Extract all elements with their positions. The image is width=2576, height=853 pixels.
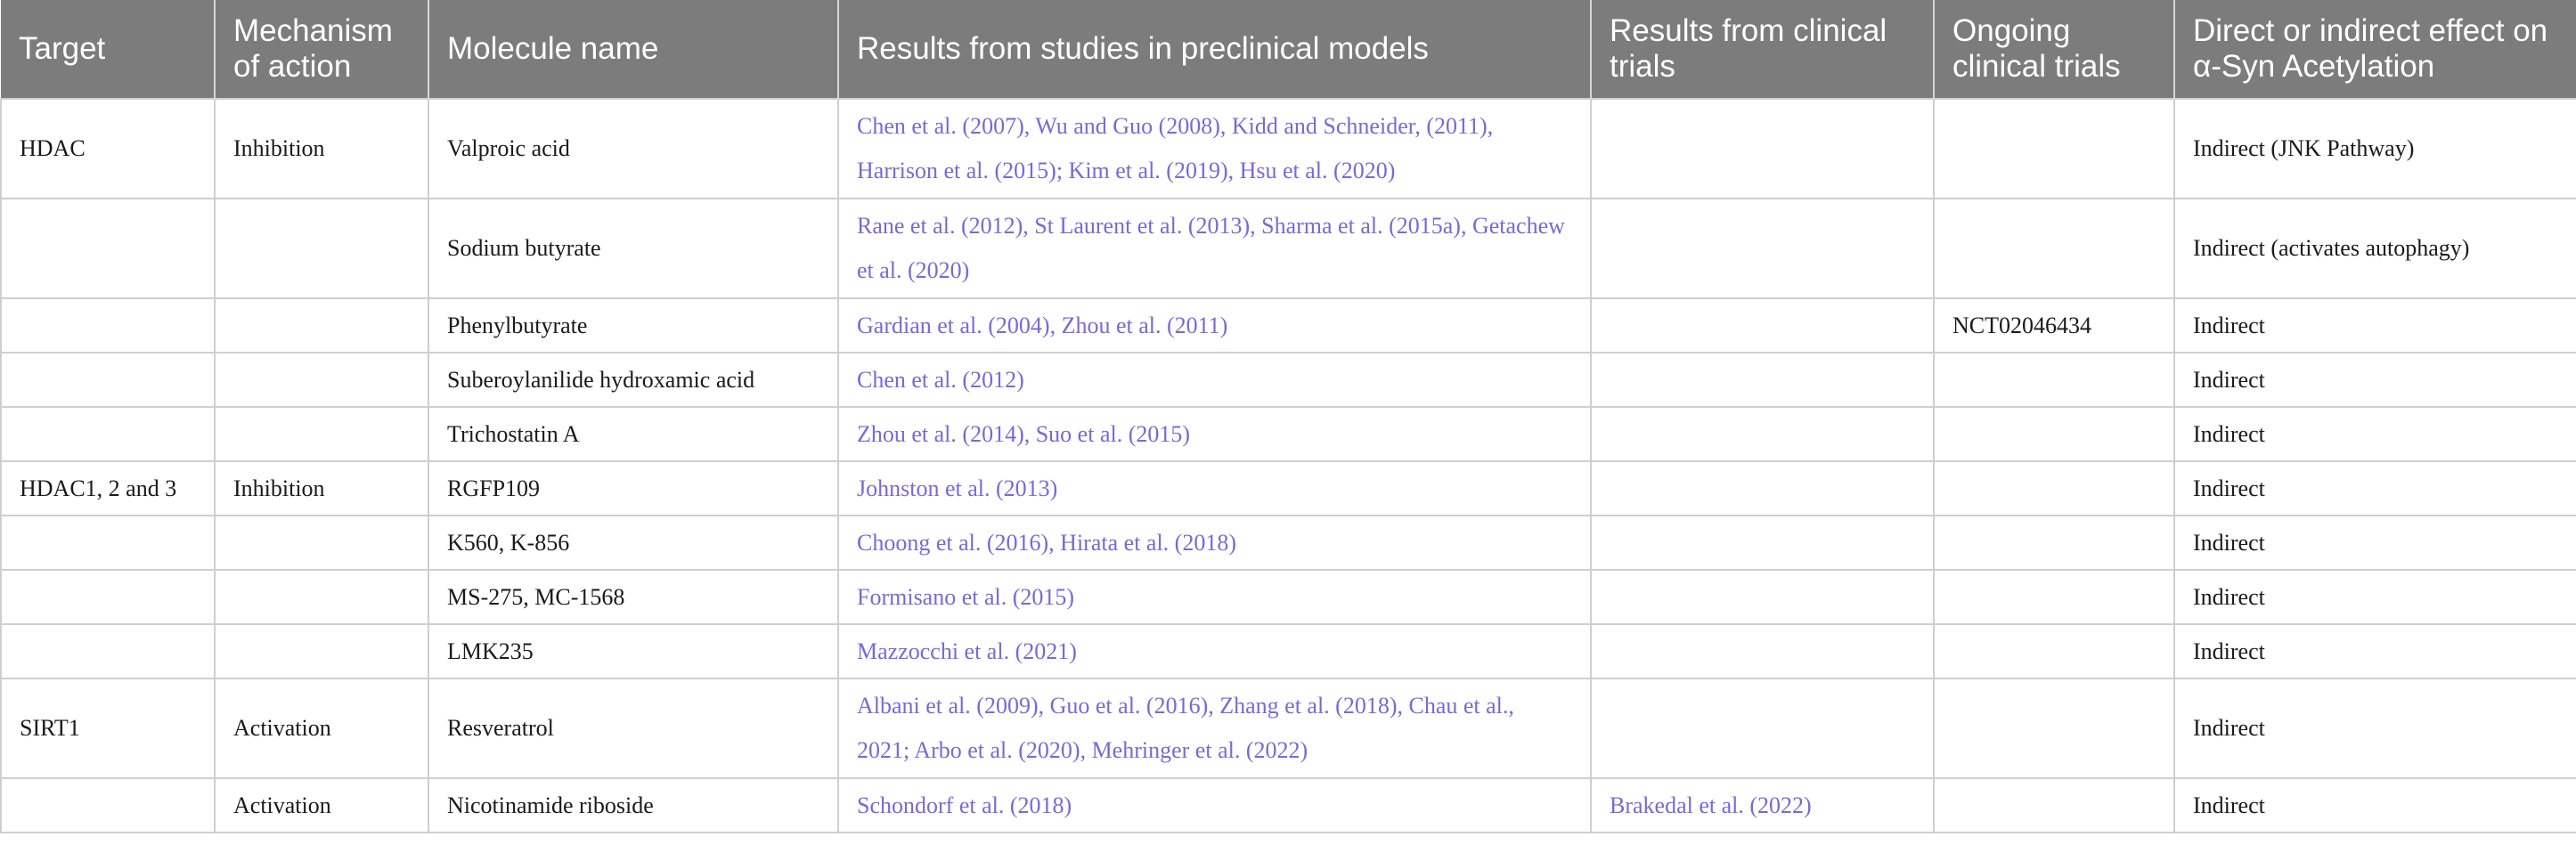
cell-molecule: Suberoylanilide hydroxamic acid: [428, 352, 839, 408]
cell-ongoing: [1933, 569, 2175, 625]
header-preclinical: Results from studies in preclinical mode…: [838, 0, 1592, 99]
cell-molecule: MS-275, MC-1568: [428, 569, 839, 625]
cell-molecule: Resveratrol: [428, 678, 839, 779]
cell-target: HDAC1, 2 and 3: [0, 460, 216, 516]
cell-ongoing: [1933, 460, 2175, 516]
cell-preclinical-link[interactable]: Gardian et al. (2004), Zhou et al. (2011…: [837, 297, 1592, 353]
cell-clinical-link[interactable]: Brakedal et al. (2022): [1590, 777, 1935, 833]
cell-preclinical-link[interactable]: Zhou et al. (2014), Suo et al. (2015): [837, 406, 1592, 462]
cell-effect: Indirect: [2173, 297, 2576, 353]
cell-preclinical-link[interactable]: Chen et al. (2012): [837, 352, 1592, 408]
cell-ongoing: [1933, 678, 2175, 779]
cell-ongoing: NCT02046434: [1933, 297, 2175, 353]
table-row: Sodium butyrate Rane et al. (2012), St L…: [0, 198, 2576, 299]
header-row: Target Mechanism of action Molecule name…: [1, 0, 2576, 99]
cell-target: [0, 623, 216, 679]
cell-molecule: Phenylbutyrate: [428, 297, 839, 353]
cell-mechanism: [214, 352, 429, 408]
table-row: MS-275, MC-1568 Formisano et al. (2015) …: [0, 569, 2576, 625]
header-target: Target: [1, 0, 216, 99]
cell-mechanism: [214, 198, 429, 299]
cell-mechanism: [214, 297, 429, 353]
cell-molecule: K560, K-856: [428, 515, 839, 571]
cell-mechanism: Activation: [214, 678, 429, 779]
cell-clinical: [1590, 352, 1935, 408]
cell-mechanism: Inhibition: [214, 98, 429, 199]
table-row: SIRT1 Activation Resveratrol Albani et a…: [0, 678, 2576, 779]
cell-effect: Indirect: [2173, 460, 2576, 516]
cell-ongoing: [1933, 198, 2175, 299]
cell-mechanism: [214, 623, 429, 679]
cell-ongoing: [1933, 98, 2175, 199]
cell-target: [0, 352, 216, 408]
cell-effect: Indirect: [2173, 678, 2576, 779]
table-row: Phenylbutyrate Gardian et al. (2004), Zh…: [0, 297, 2576, 353]
table-row: Suberoylanilide hydroxamic acid Chen et …: [0, 352, 2576, 408]
cell-effect: Indirect: [2173, 515, 2576, 571]
table-row: Activation Nicotinamide riboside Schondo…: [0, 777, 2576, 833]
cell-effect: Indirect: [2173, 406, 2576, 462]
cell-molecule: Trichostatin A: [428, 406, 839, 462]
table-body: HDAC Inhibition Valproic acid Chen et al…: [0, 98, 2576, 833]
cell-molecule: RGFP109: [428, 460, 839, 516]
cell-preclinical-link[interactable]: Choong et al. (2016), Hirata et al. (201…: [837, 515, 1592, 571]
cell-molecule: LMK235: [428, 623, 839, 679]
cell-preclinical-link[interactable]: Schondorf et al. (2018): [837, 777, 1592, 833]
header-mechanism: Mechanism of action: [215, 0, 429, 99]
cell-clinical: [1590, 515, 1935, 571]
cell-molecule: Sodium butyrate: [428, 198, 839, 299]
table-header: Target Mechanism of action Molecule name…: [1, 0, 2576, 99]
cell-effect: Indirect (activates autophagy): [2173, 198, 2576, 299]
cell-ongoing: [1933, 406, 2175, 462]
cell-clinical: [1590, 569, 1935, 625]
cell-mechanism: Activation: [214, 777, 429, 833]
cell-preclinical-link[interactable]: Formisano et al. (2015): [837, 569, 1592, 625]
cell-clinical: [1590, 623, 1935, 679]
cell-effect: Indirect: [2173, 623, 2576, 679]
cell-mechanism: [214, 515, 429, 571]
cell-effect: Indirect: [2173, 569, 2576, 625]
cell-effect: Indirect: [2173, 352, 2576, 408]
table-row: K560, K-856 Choong et al. (2016), Hirata…: [0, 515, 2576, 571]
table-row: LMK235 Mazzocchi et al. (2021) Indirect: [0, 623, 2576, 679]
cell-preclinical-link[interactable]: Albani et al. (2009), Guo et al. (2016),…: [837, 678, 1592, 779]
cell-target: HDAC: [0, 98, 216, 199]
cell-target: [0, 406, 216, 462]
header-effect: Direct or indirect effect on α-Syn Acety…: [2174, 0, 2576, 99]
cell-mechanism: [214, 569, 429, 625]
cell-preclinical-link[interactable]: Rane et al. (2012), St Laurent et al. (2…: [837, 198, 1592, 299]
header-ongoing: Ongoing clinical trials: [1934, 0, 2175, 99]
cell-preclinical-link[interactable]: Mazzocchi et al. (2021): [837, 623, 1592, 679]
cell-molecule: Nicotinamide riboside: [428, 777, 839, 833]
table-row: HDAC Inhibition Valproic acid Chen et al…: [0, 98, 2576, 199]
cell-clinical: [1590, 198, 1935, 299]
cell-target: [0, 198, 216, 299]
cell-effect: Indirect (JNK Pathway): [2173, 98, 2576, 199]
table-row: Trichostatin A Zhou et al. (2014), Suo e…: [0, 406, 2576, 462]
cell-effect: Indirect: [2173, 777, 2576, 833]
cell-preclinical-link[interactable]: Chen et al. (2007), Wu and Guo (2008), K…: [837, 98, 1592, 199]
cell-clinical: [1590, 460, 1935, 516]
cell-ongoing: [1933, 515, 2175, 571]
cell-ongoing: [1933, 623, 2175, 679]
cell-molecule: Valproic acid: [428, 98, 839, 199]
header-molecule: Molecule name: [428, 0, 839, 99]
header-clinical: Results from clinical trials: [1591, 0, 1935, 99]
cell-target: [0, 297, 216, 353]
data-table: Target Mechanism of action Molecule name…: [0, 0, 2576, 833]
cell-target: [0, 777, 216, 833]
cell-mechanism: Inhibition: [214, 460, 429, 516]
cell-target: [0, 515, 216, 571]
cell-clinical: [1590, 678, 1935, 779]
cell-target: [0, 569, 216, 625]
cell-clinical: [1590, 406, 1935, 462]
cell-ongoing: [1933, 352, 2175, 408]
cell-clinical: [1590, 98, 1935, 199]
table-row: HDAC1, 2 and 3 Inhibition RGFP109 Johnst…: [0, 460, 2576, 516]
cell-clinical: [1590, 297, 1935, 353]
cell-mechanism: [214, 406, 429, 462]
cell-preclinical-link[interactable]: Johnston et al. (2013): [837, 460, 1592, 516]
cell-target: SIRT1: [0, 678, 216, 779]
cell-ongoing: [1933, 777, 2175, 833]
